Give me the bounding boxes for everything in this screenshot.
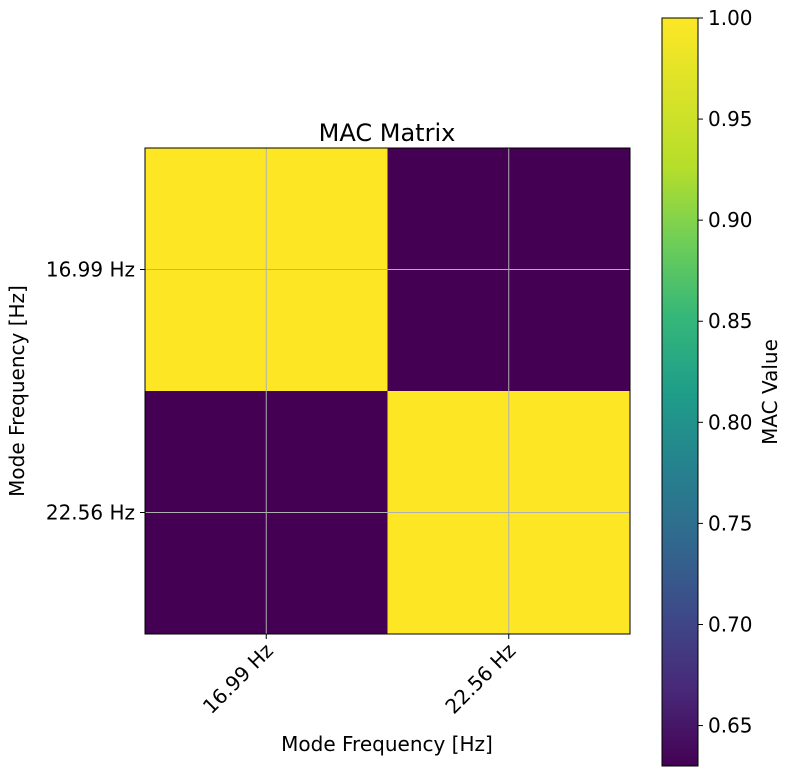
chart-title: MAC Matrix	[319, 119, 456, 147]
colorbar-tick-label: 0.80	[708, 410, 753, 434]
plot-frame	[144, 147, 631, 635]
x-tick-label: 22.56 Hz	[440, 639, 520, 719]
heatmap-cells	[145, 148, 631, 635]
y-tick-label: 16.99 Hz	[46, 258, 135, 282]
x-tick-label: 16.99 Hz	[198, 639, 278, 719]
colorbar-tick-label: 0.95	[708, 107, 753, 131]
colorbar-tick-label: 0.65	[708, 714, 753, 738]
colorbar-tick-label: 0.70	[708, 612, 753, 636]
colorbar-label: MAC Value	[758, 339, 782, 445]
y-tick-label: 22.56 Hz	[46, 501, 135, 525]
x-axis-ticks: 16.99 Hz 22.56 Hz	[198, 634, 520, 719]
colorbar-tick-label: 0.85	[708, 309, 753, 333]
y-axis-label: Mode Frequency [Hz]	[5, 285, 29, 497]
colorbar-tick-label: 1.00	[708, 6, 753, 30]
colorbar-tick-label: 0.90	[708, 208, 753, 232]
colorbar-ticks: 0.65 0.70 0.75 0.80 0.85 0.90 0.95 1.00	[698, 6, 753, 738]
x-axis-label: Mode Frequency [Hz]	[281, 732, 493, 756]
y-axis-ticks: 16.99 Hz 22.56 Hz	[46, 258, 145, 525]
gridlines	[145, 148, 630, 634]
colorbar	[661, 17, 699, 767]
colorbar-tick-label: 0.75	[708, 511, 753, 535]
